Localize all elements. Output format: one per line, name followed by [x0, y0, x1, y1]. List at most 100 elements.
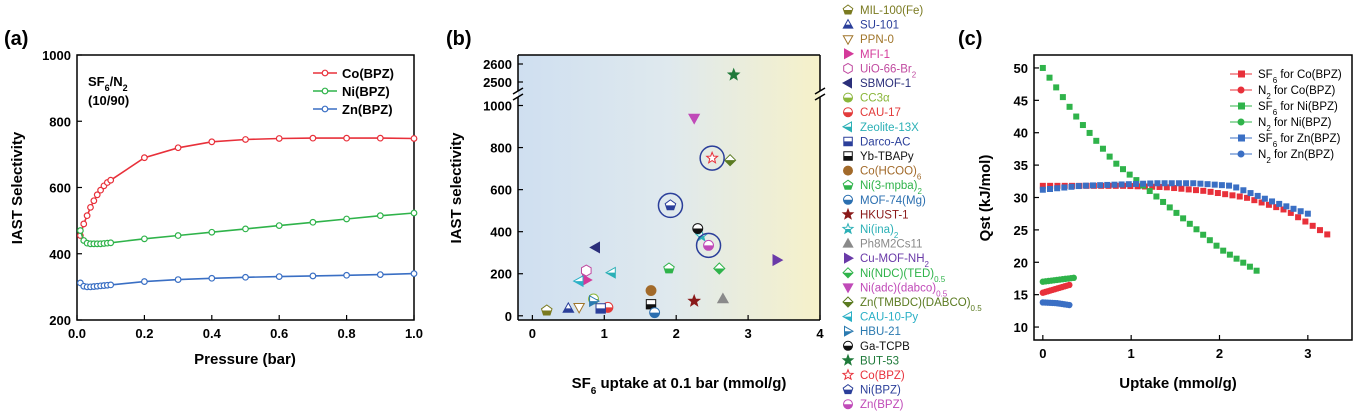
legend-marker [842, 237, 854, 248]
y-tick-label-c: 20 [1014, 255, 1028, 270]
data-point-SF6 for Ni(BPZ) [1206, 237, 1213, 244]
data-point-Zn(BPZ) [343, 271, 351, 279]
y-axis-label-c: Qst (kJ/mol) [977, 155, 994, 242]
data-point-Ni(BPZ) [107, 239, 115, 247]
legend-label: Zn(BPZ) [342, 102, 393, 117]
x-tick-label-a: 0.6 [270, 326, 288, 341]
data-point-SF6 for Ni(BPZ) [1106, 153, 1113, 160]
data-point-SF6 for Co(BPZ) [1214, 190, 1221, 197]
legend-marker [841, 353, 855, 366]
x-axis-label-a: Pressure (bar) [194, 351, 296, 368]
legend-label: SF6 for Zn(BPZ) [1258, 133, 1341, 149]
data-point-N2 for Zn(BPZ) [1066, 301, 1073, 309]
data-point-SF6 for Co(BPZ) [1185, 186, 1192, 193]
legend-label: Ni(NDC)(TED)0.5 [860, 268, 946, 284]
data-point-PPN-0 [573, 303, 586, 314]
legend-marker [843, 151, 853, 161]
data-point-Darco-AC [595, 303, 606, 314]
data-point-SF6 for Co(BPZ) [1207, 188, 1214, 195]
annotation-gas-ratio: SF6/N2 (10/90) [88, 74, 129, 108]
data-point-SF6 for Co(BPZ) [1258, 199, 1265, 206]
legend-marker [321, 69, 329, 77]
legend-marker [1237, 150, 1245, 158]
data-point-SF6 for Co(BPZ) [1265, 201, 1272, 208]
y-tick-label-a: 400 [49, 247, 71, 262]
data-point-SF6 for Co(BPZ) [1192, 187, 1199, 194]
legend-label: HKUST-1 [860, 209, 909, 221]
y-tick-label-a: 1000 [42, 48, 71, 63]
legend-marker [1238, 134, 1245, 142]
data-point-SF6 for Zn(BPZ) [1175, 180, 1182, 187]
annotation-line-2: (10/90) [88, 93, 129, 108]
data-point-SF6 for Ni(BPZ) [1246, 263, 1253, 270]
data-point-Co(BPZ) [376, 134, 384, 142]
y-tick-label-a: 200 [49, 313, 71, 328]
legend-label: N2 for Ni(BPZ) [1258, 117, 1332, 133]
legend-marker [321, 105, 329, 113]
legend-marker [842, 383, 854, 395]
legend-marker [844, 252, 855, 264]
legend-marker [844, 48, 855, 60]
data-point-SF6 for Zn(BPZ) [1140, 180, 1147, 187]
data-point-Zn(BPZ) [174, 276, 182, 283]
legend-marker [842, 179, 854, 190]
data-point-SF6 for Zn(BPZ) [1183, 180, 1190, 187]
legend-marker [843, 107, 853, 118]
data-point-BUT-53 [726, 67, 741, 81]
legend-label: MOF-74(Mg) [860, 195, 926, 207]
x-tick-label-c: 0 [1039, 346, 1046, 361]
data-point-SF6 for Zn(BPZ) [1104, 181, 1111, 188]
data-point-SF6 for Zn(BPZ) [1082, 182, 1089, 189]
y-tick-label-b: 800 [490, 141, 512, 156]
data-point-Ni(BPZ) [76, 227, 84, 234]
data-point-SF6 for Ni(BPZ) [1160, 198, 1167, 205]
data-point-SF6 for Co(BPZ) [1302, 218, 1309, 225]
data-point-Ni(3-mpba)2 [663, 262, 675, 274]
data-point-Zn(BPZ) [107, 281, 115, 289]
data-point-Zn(TMBDC)(DABCO)0.5 [723, 153, 737, 167]
data-point-SF6 for Ni(BPZ) [1093, 137, 1100, 144]
data-point-SF6 for Co(BPZ) [1163, 184, 1170, 191]
legend-marker [1238, 102, 1245, 110]
data-point-SF6 for Ni(BPZ) [1079, 122, 1086, 129]
legend-label: Co(BPZ) [342, 66, 394, 81]
data-point-SF6 for Co(BPZ) [1200, 187, 1207, 194]
data-point-Ni(BPZ) [343, 215, 351, 223]
data-point-Co(BPZ) [705, 150, 719, 164]
legend-b: MIL-100(Fe) SU-101 PPN-0 MFI-1 UiO-66-Br2SBM… [841, 4, 982, 411]
legend-marker [841, 77, 852, 89]
data-point-Zn(BPZ) [242, 273, 249, 281]
data-point-N2 for Ni(BPZ) [1070, 274, 1077, 282]
data-point-SF6 for Zn(BPZ) [1254, 192, 1261, 199]
legend-label: MFI-1 [860, 49, 890, 61]
data-point-SF6 for Zn(BPZ) [1247, 190, 1254, 197]
data-point-SF6 for Co(BPZ) [1178, 185, 1185, 192]
data-point-N2 for Co(BPZ) [1066, 281, 1073, 289]
data-point-SF6 for Co(BPZ) [1047, 182, 1054, 189]
legend-marker [843, 92, 853, 103]
legend-label: Ph8M2Cs11 [860, 239, 922, 251]
data-point-SF6 for Co(BPZ) [1280, 206, 1287, 213]
data-point-SF6 for Ni(BPZ) [1046, 74, 1053, 81]
data-point-SF6 for Zn(BPZ) [1161, 180, 1168, 187]
legend-label: Ni(adc)(dabco)0.5 [860, 282, 948, 298]
data-point-SF6 for Ni(BPZ) [1253, 267, 1260, 274]
data-point-SF6 for Ni(BPZ) [1166, 204, 1173, 211]
x-tick-label-b: 3 [744, 326, 751, 341]
data-point-SF6 for Zn(BPZ) [1283, 203, 1290, 210]
data-point-SF6 for Ni(BPZ) [1240, 259, 1247, 266]
legend-label: Zn(BPZ) [860, 399, 904, 411]
data-point-SF6 for Zn(BPZ) [1211, 181, 1218, 188]
data-point-Co(BPZ) [309, 134, 317, 142]
legend-marker [841, 368, 855, 381]
legend-marker [842, 18, 854, 29]
data-point-SF6 for Ni(BPZ) [1066, 103, 1073, 110]
y-tick-label-c: 50 [1014, 61, 1028, 76]
x-axis-label-b: SF6 uptake at 0.1 bar (mmol/g) [572, 375, 787, 397]
data-point-SF6 for Ni(BPZ) [1119, 166, 1126, 173]
legend-marker [842, 283, 854, 294]
legend-marker [1238, 70, 1245, 78]
data-point-SF6 for Co(BPZ) [1229, 192, 1236, 199]
data-point-SF6 for Co(BPZ) [1324, 231, 1331, 238]
